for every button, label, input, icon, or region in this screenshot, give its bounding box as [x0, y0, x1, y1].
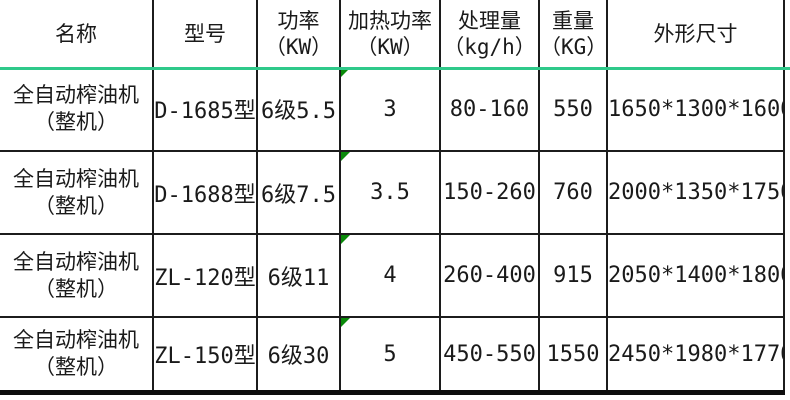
power-cell: 6级7.5	[257, 150, 341, 234]
cell-flag-triangle-icon	[341, 68, 350, 77]
col-header-unit: （KW）	[356, 35, 424, 59]
product-name-suffix: （整机）	[34, 276, 118, 301]
capacity-cell: 260-400	[440, 233, 540, 317]
capacity-cell: 80-160	[440, 68, 540, 151]
table-row: 全自动榨油机 （整机） ZL-150型 6级30 5 450-550 1550 …	[0, 316, 785, 393]
col-header-weight: 重量 （KG）	[539, 0, 608, 68]
col-header-model: 型号	[153, 0, 258, 68]
cell-flag-triangle-icon	[341, 236, 350, 244]
col-header-name: 名称	[0, 0, 154, 68]
heat-power-cell: 4	[340, 233, 441, 317]
col-header-heat-power: 加热功率 （KW）	[340, 0, 441, 68]
table-row: 全自动榨油机 （整机） ZL-120型 6级11 4 260-400 915 2…	[0, 233, 785, 317]
power-cell: 6级30	[257, 316, 341, 393]
col-header-power: 功率 （KW）	[257, 0, 341, 68]
product-name: 全自动榨油机	[13, 249, 139, 274]
product-name: 全自动榨油机	[13, 83, 139, 107]
power-cell: 6级11	[257, 233, 341, 317]
heat-power-value: 5	[383, 341, 397, 367]
capacity-cell: 450-550	[440, 316, 540, 393]
col-header-capacity: 处理量 （kg/h）	[440, 0, 540, 68]
product-name-suffix: （整机）	[34, 110, 118, 134]
col-header-dimensions: 外形尺寸	[607, 0, 785, 68]
capacity-cell: 150-260	[440, 150, 540, 234]
col-header-label: 名称	[55, 22, 97, 46]
power-cell: 6级5.5	[257, 68, 341, 151]
col-header-unit: （KW）	[264, 35, 333, 59]
weight-cell: 760	[539, 150, 608, 234]
weight-cell: 915	[539, 233, 608, 317]
model-cell: D-1688型	[153, 150, 258, 234]
name-cell: 全自动榨油机 （整机）	[0, 233, 154, 317]
table-header-row: 名称 型号 功率 （KW） 加热功率 （KW） 处理量 （kg/h）	[0, 0, 785, 68]
col-header-unit: （kg/h）	[443, 35, 536, 59]
product-name-suffix: （整机）	[34, 193, 118, 218]
heat-power-cell: 5	[340, 316, 441, 393]
col-header-label: 型号	[184, 22, 226, 46]
heat-power-cell: 3	[340, 68, 441, 151]
name-cell: 全自动榨油机 （整机）	[0, 316, 154, 393]
table-row: 全自动榨油机 （整机） D-1685型 6级5.5 3 80-160 550 1…	[0, 68, 785, 151]
name-cell: 全自动榨油机 （整机）	[0, 68, 154, 151]
col-header-label: 外形尺寸	[653, 22, 738, 46]
product-name: 全自动榨油机	[13, 166, 139, 191]
table-row: 全自动榨油机 （整机） D-1688型 6级7.5 3.5 150-260 76…	[0, 150, 785, 234]
heat-power-value: 4	[383, 263, 397, 288]
heat-power-value: 3	[383, 96, 397, 122]
dimensions-cell: 2450*1980*1770	[607, 316, 785, 393]
col-header-label: 处理量	[458, 9, 521, 33]
dimensions-cell: 2000*1350*1750	[607, 150, 785, 234]
model-cell: D-1685型	[153, 68, 258, 151]
product-name: 全自动榨油机	[13, 328, 139, 352]
dimensions-cell: 1650*1300*1600	[607, 68, 785, 151]
weight-cell: 550	[539, 68, 608, 151]
col-header-label: 加热功率	[348, 9, 432, 33]
header-divider-line	[0, 67, 790, 70]
col-header-unit: （KG）	[540, 35, 607, 59]
model-cell: ZL-150型	[153, 316, 258, 393]
dimensions-cell: 2050*1400*1800	[607, 233, 785, 317]
weight-cell: 1550	[539, 316, 608, 393]
cell-flag-triangle-icon	[341, 153, 350, 161]
model-cell: ZL-120型	[153, 233, 258, 317]
product-name-suffix: （整机）	[34, 355, 118, 379]
name-cell: 全自动榨油机 （整机）	[0, 150, 154, 234]
col-header-label: 功率	[277, 9, 320, 33]
col-header-label: 重量	[552, 9, 594, 33]
cell-flag-triangle-icon	[341, 318, 350, 327]
heat-power-value: 3.5	[370, 180, 410, 205]
heat-power-cell: 3.5	[340, 150, 441, 234]
